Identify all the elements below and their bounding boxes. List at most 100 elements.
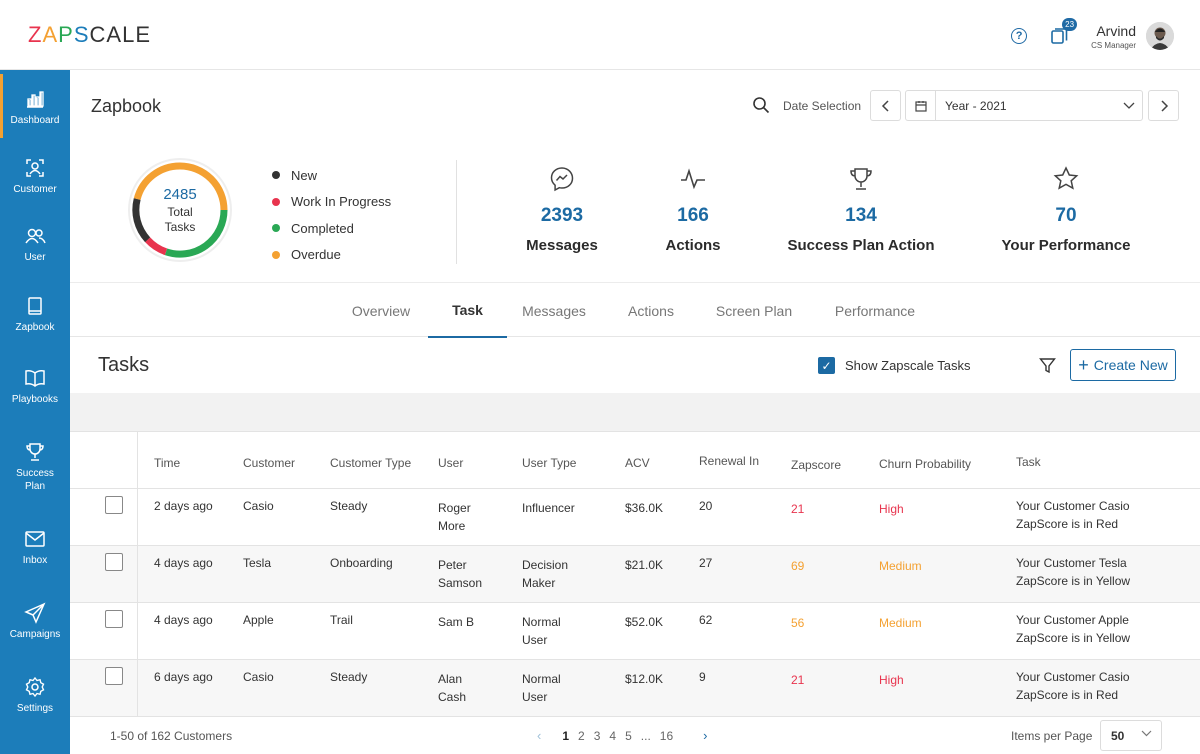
stat-value: 166 — [677, 205, 709, 226]
sidebar-label: Dashboard — [10, 115, 60, 126]
sidebar-item-inbox[interactable]: Inbox — [0, 528, 70, 567]
sidebar-label: Playbooks — [11, 394, 59, 405]
column-header-acv[interactable]: ACV — [625, 456, 650, 470]
sidebar-item-settings[interactable]: Settings — [0, 676, 70, 715]
stat-label: Actions — [665, 237, 721, 254]
legend-dot — [272, 197, 280, 206]
tab-overview[interactable]: Overview — [351, 302, 411, 319]
show-zapscale-tasks-checkbox[interactable]: ✓ — [818, 357, 835, 374]
table-row[interactable]: 4 days ago Apple Trail Sam B Normal User $52.… — [70, 603, 1200, 660]
sidebar-item-zapbook[interactable]: Zapbook — [0, 295, 70, 334]
trophy-icon — [26, 443, 44, 461]
cell-user-type: Influencer — [522, 501, 575, 515]
logo-letter: E — [135, 22, 152, 47]
page-link[interactable]: 2 — [578, 728, 585, 743]
avatar[interactable] — [1146, 22, 1174, 50]
search-icon[interactable] — [752, 96, 770, 114]
cell-user: Sam B — [438, 615, 475, 629]
items-per-page-label: Items per Page — [1011, 729, 1093, 743]
tab-task[interactable]: Task — [428, 283, 507, 338]
cell-acv: $21.0K — [625, 558, 664, 572]
cell-zapscore: 56 — [791, 616, 805, 630]
cell-customer-type: Onboarding — [330, 556, 393, 570]
row-checkbox[interactable] — [105, 610, 123, 628]
table-row[interactable]: 4 days ago Tesla Onboarding Peter Samson Dec… — [70, 546, 1200, 603]
notification-badge: 23 — [1062, 18, 1078, 31]
mail-icon — [25, 531, 45, 547]
stat-actions[interactable]: 166 Actions — [603, 165, 783, 254]
stat-value: 70 — [1055, 205, 1077, 226]
next-page-icon[interactable]: › — [703, 728, 708, 743]
page-link[interactable]: 16 — [659, 728, 674, 743]
sidebar-item-dashboard[interactable]: Dashboard — [0, 74, 70, 138]
chevron-down-icon — [1141, 730, 1152, 737]
tab-messages[interactable]: Messages — [522, 302, 586, 319]
column-header-user[interactable]: User — [438, 456, 464, 470]
date-select[interactable]: Year - 2021 — [905, 90, 1143, 121]
cell-time: 4 days ago — [154, 556, 213, 570]
user-info[interactable]: Arvind CS Manager — [1091, 23, 1136, 50]
cell-time: 2 days ago — [154, 499, 213, 513]
prev-page-icon[interactable]: ‹ — [537, 728, 542, 743]
row-checkbox[interactable] — [105, 496, 123, 514]
column-header-churn-probability[interactable]: Churn Probability — [879, 457, 972, 471]
sidebar-label: Success Plan — [16, 468, 54, 492]
chevron-left-icon — [881, 99, 889, 112]
cell-customer-type: Steady — [330, 670, 368, 684]
notification-button[interactable]: 23 — [1049, 18, 1078, 46]
filter-icon[interactable] — [1039, 357, 1056, 374]
cell-churn-probability: High — [879, 502, 904, 516]
tab-actions[interactable]: Actions — [628, 302, 674, 319]
date-select-value: Year - 2021 — [945, 98, 1007, 113]
sidebar-item-user[interactable]: User — [0, 225, 70, 264]
column-header-renewal-in[interactable]: Renewal In — [699, 454, 760, 468]
row-checkbox[interactable] — [105, 553, 123, 571]
sidebar-label: Zapbook — [15, 322, 55, 333]
users-icon — [25, 228, 46, 244]
stat-messages[interactable]: 2393 Messages — [472, 165, 652, 254]
chevron-right-icon — [1160, 99, 1168, 112]
create-new-button[interactable]: + Create New — [1070, 349, 1176, 381]
items-per-page-select[interactable]: 50 — [1100, 720, 1162, 751]
sidebar-item-success-plan[interactable]: Success Plan — [0, 441, 70, 493]
cell-user: Alan Cash — [438, 672, 467, 704]
open-book-icon — [25, 370, 45, 387]
tab-performance[interactable]: Performance — [834, 302, 916, 319]
tab-screen-plan[interactable]: Screen Plan — [715, 302, 793, 319]
cell-churn-probability: High — [879, 673, 904, 687]
question-icon[interactable]: ? — [1011, 28, 1028, 44]
column-header-time[interactable]: Time — [154, 456, 181, 470]
page-link[interactable]: 1 — [562, 728, 570, 743]
legend-item-work-in-progress: Work In Progress — [272, 189, 391, 216]
cell-zapscore: 21 — [791, 502, 805, 516]
date-prev-button[interactable] — [870, 90, 901, 121]
page-title: Zapbook — [91, 96, 162, 116]
chevron-down-icon — [1116, 102, 1142, 110]
sidebar-item-campaigns[interactable]: Campaigns — [0, 602, 70, 641]
table-row[interactable]: 2 days ago Casio Steady Roger More Influence… — [70, 489, 1200, 546]
date-next-button[interactable] — [1148, 90, 1179, 121]
stat-label: Messages — [526, 237, 598, 254]
items-per-page-value: 50 — [1111, 728, 1125, 743]
stat-label: Success Plan Action — [787, 237, 935, 254]
stat-success-plan-action[interactable]: 134 Success Plan Action — [771, 165, 951, 254]
page-link[interactable]: 5 — [625, 728, 632, 743]
column-header-task[interactable]: Task — [1016, 455, 1041, 469]
stat-value: 2393 — [540, 205, 584, 226]
row-checkbox[interactable] — [105, 667, 123, 685]
page-link[interactable]: 4 — [609, 728, 617, 743]
sidebar-label: Campaigns — [9, 629, 61, 640]
column-header-customer-type[interactable]: Customer Type — [330, 456, 412, 470]
stat-your-performance[interactable]: 70 Your Performance — [976, 165, 1156, 254]
sidebar-item-customer[interactable]: Customer — [0, 157, 70, 196]
column-header-user-type[interactable]: User Type — [522, 456, 577, 470]
column-header-customer[interactable]: Customer — [243, 456, 296, 470]
column-header-zapscore[interactable]: Zapscore — [791, 458, 842, 472]
table-row[interactable]: 6 days ago Casio Steady Alan Cash Normal Use… — [70, 660, 1200, 717]
sidebar-item-playbooks[interactable]: Playbooks — [0, 367, 70, 406]
donut-segment-overdue — [179, 162, 228, 211]
cell-customer: Casio — [243, 670, 274, 684]
page-link[interactable]: 3 — [593, 728, 601, 743]
cell-customer-type: Steady — [330, 499, 368, 513]
